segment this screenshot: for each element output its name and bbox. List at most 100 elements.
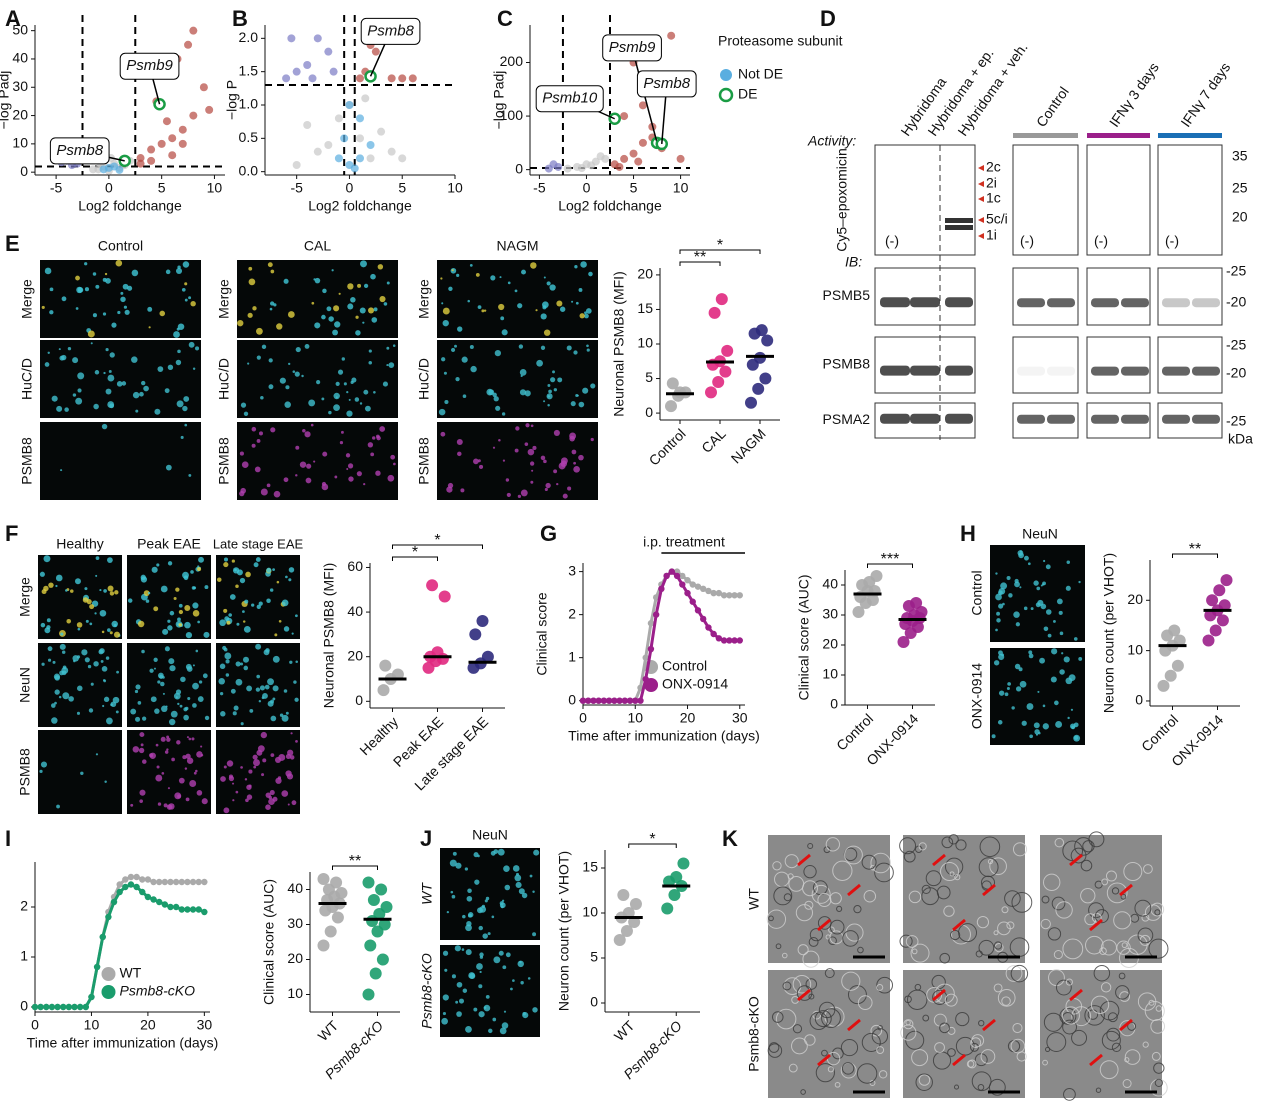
cell [204,585,209,590]
cell [1000,582,1008,590]
cell [841,1062,855,1075]
cell [248,266,253,271]
cell [253,765,257,769]
cell [1122,1078,1132,1089]
cell [459,998,465,1004]
cell [334,321,341,328]
cell [1039,657,1045,664]
cell [586,348,590,352]
dot [1220,574,1233,587]
cell [167,787,170,790]
y-tick-label: 3 [568,562,576,578]
cell [1019,680,1027,688]
cell [975,950,983,958]
legend-swatch [720,69,732,81]
cell [113,631,121,638]
cell [154,408,161,415]
blot [1086,336,1151,394]
cell [88,708,94,713]
cell [59,355,65,361]
band [1017,298,1045,308]
cell [147,306,153,312]
cell [228,613,232,617]
cell [281,714,289,722]
cell [1134,899,1152,917]
cell [454,945,461,952]
cell [256,674,261,679]
cell [132,391,140,399]
cell [829,892,842,905]
cell [978,857,999,878]
y-axis-label: Neuron count (per VHOT) [1101,553,1117,713]
cell [333,404,340,412]
series-point [720,592,728,599]
label: HuC/D [216,358,232,400]
cell [588,271,593,277]
dot [1168,624,1181,637]
cell [548,389,552,394]
cell [255,557,261,562]
cell [222,645,227,651]
cell [164,646,170,652]
cell [557,377,563,383]
cell [456,438,463,445]
cell [450,890,454,894]
cell [517,303,523,309]
arrow [797,988,811,1002]
panel-letter: I [5,826,11,851]
cell [772,861,782,871]
cell [827,1066,835,1073]
cell [567,486,572,491]
cell [115,259,123,267]
cell [579,313,585,319]
series-point [133,873,140,881]
cell [479,952,484,957]
cell [304,431,311,438]
point [115,165,124,174]
series-point [172,903,180,911]
y-tick-label: 0 [1135,692,1143,708]
cell [531,469,534,472]
point [184,40,193,49]
series-point [605,697,613,704]
cell [993,983,1003,993]
cell [485,994,490,999]
point [371,47,380,56]
cell [94,612,97,615]
y-tick-label: 5 [590,949,598,965]
point [89,165,98,174]
cell [553,388,558,392]
cell [290,732,293,735]
cell [192,682,199,690]
cell [197,565,200,568]
point [398,154,407,163]
series-point [43,1003,50,1011]
label-box [360,17,421,45]
cell [784,854,799,869]
cell [542,305,547,310]
cell [375,470,381,476]
y-tick-label: 30 [822,606,838,622]
cell [190,301,196,307]
micrograph [1040,970,1162,1098]
x-axis-label: Log2 foldchange [78,198,182,214]
x-axis-label: Log2 foldchange [308,198,412,214]
cell [1014,663,1021,670]
cell [177,702,180,706]
cell [269,789,275,796]
cell [284,401,291,408]
cell [92,272,97,276]
cell [571,449,577,455]
dot [870,570,883,582]
series-point [178,878,185,886]
cell [847,985,867,1005]
cell [341,357,345,361]
cell [159,310,166,317]
cell [473,458,479,465]
cell [137,620,145,628]
series-point [139,888,146,896]
dot [755,324,768,337]
point [356,114,364,123]
point [356,134,364,143]
cell [767,1043,783,1058]
